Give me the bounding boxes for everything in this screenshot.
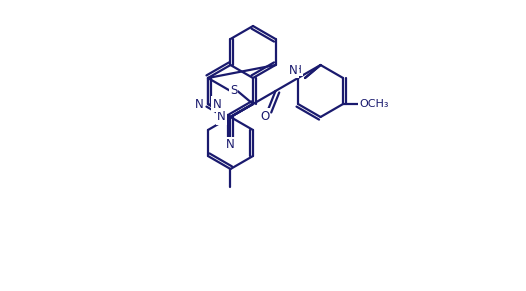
Text: N: N <box>195 97 204 111</box>
Text: N: N <box>213 97 221 111</box>
Text: H: H <box>294 65 302 75</box>
Text: OCH₃: OCH₃ <box>359 99 389 109</box>
Text: S: S <box>230 84 237 97</box>
Text: N: N <box>289 63 297 77</box>
Text: N: N <box>226 139 235 152</box>
Text: O: O <box>260 109 269 123</box>
Text: N: N <box>217 111 226 123</box>
